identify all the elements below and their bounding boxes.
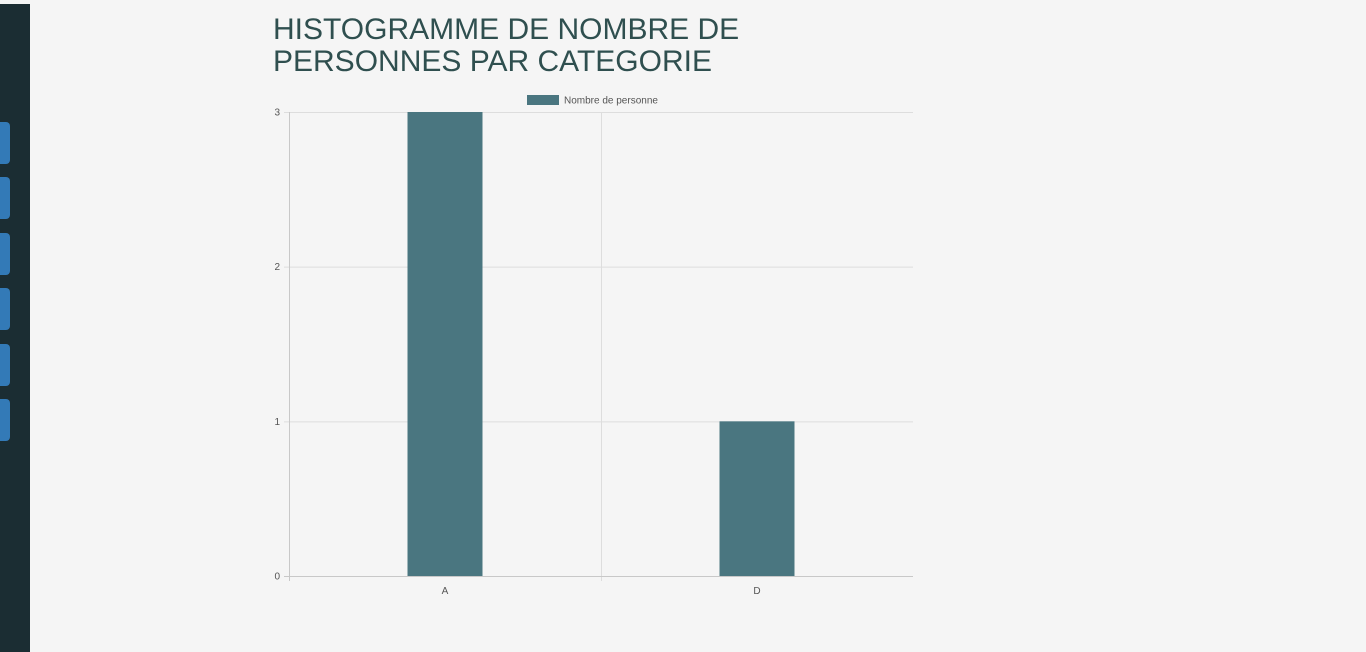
y-tick-label: 1	[274, 417, 280, 428]
chart-grid	[284, 112, 913, 581]
chart-axes: 0 1 2 3 A D	[274, 108, 913, 597]
sidebar-button-3[interactable]	[0, 233, 10, 275]
chart-bars	[407, 112, 795, 576]
bar-A[interactable]	[407, 112, 483, 576]
legend-swatch	[527, 95, 559, 105]
x-tick-label: A	[442, 586, 449, 597]
chart-legend[interactable]: Nombre de personne	[527, 95, 658, 107]
bar-D[interactable]	[719, 421, 795, 576]
sidebar-button-4[interactable]	[0, 288, 10, 330]
sidebar	[0, 4, 30, 652]
sidebar-button-2[interactable]	[0, 177, 10, 219]
legend-label: Nombre de personne	[564, 96, 658, 107]
page-title: HISTOGRAMME DE NOMBRE DE PERSONNES PAR C…	[273, 13, 740, 78]
sidebar-button-6[interactable]	[0, 399, 10, 441]
sidebar-button-5[interactable]	[0, 344, 10, 386]
y-tick-label: 0	[274, 572, 280, 583]
y-tick-label: 2	[274, 262, 280, 273]
x-tick-label: D	[753, 586, 760, 597]
sidebar-button-1[interactable]	[0, 122, 10, 164]
y-tick-label: 3	[274, 108, 280, 119]
